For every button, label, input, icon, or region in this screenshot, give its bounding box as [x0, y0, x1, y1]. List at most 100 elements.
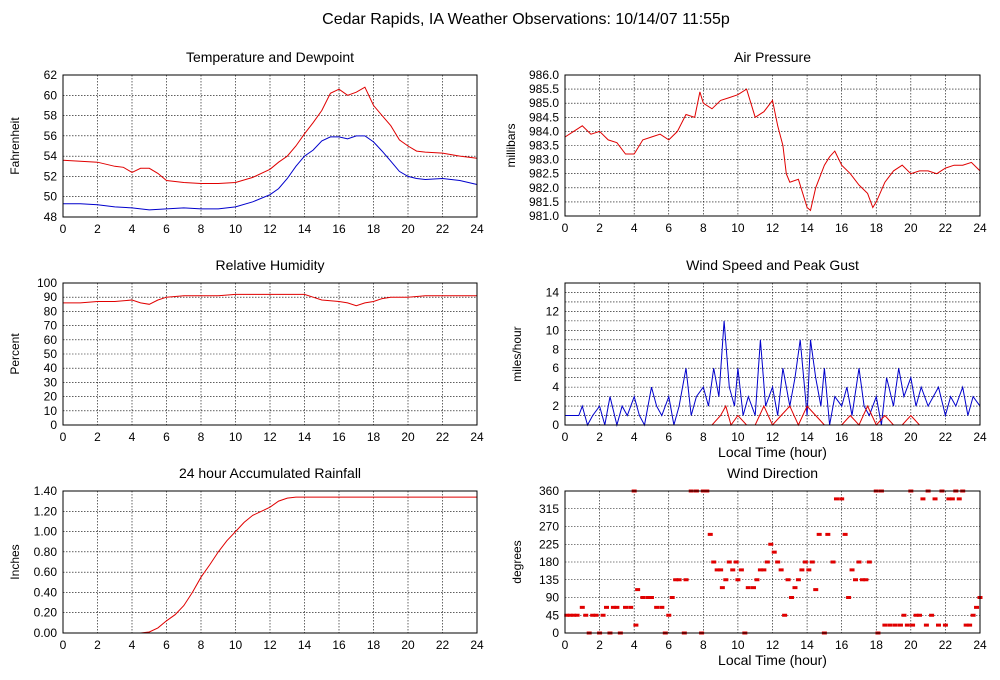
y-tick-label: 0	[552, 626, 559, 640]
x-tick-label: 6	[163, 430, 170, 444]
x-tick-label: 14	[800, 430, 814, 444]
x-tick-label: 4	[129, 638, 136, 652]
y-tick-label: 0.00	[34, 626, 58, 640]
direction-point	[764, 560, 770, 564]
direction-point	[839, 497, 845, 501]
direction-point	[733, 560, 739, 564]
y-tick-label: 60	[44, 333, 58, 347]
direction-point	[904, 623, 910, 627]
x-tick-label: 14	[298, 638, 312, 652]
direction-point	[673, 578, 679, 582]
y-tick-label: 58	[44, 109, 58, 123]
y-tick-label: 985.0	[529, 96, 559, 110]
x-tick-label: 22	[939, 638, 953, 652]
direction-point	[846, 596, 852, 599]
y-tick-label: 54	[44, 149, 58, 163]
x-tick-label: 2	[94, 638, 101, 652]
x-tick-label: 16	[835, 221, 849, 235]
x-tick-label: 0	[562, 221, 569, 235]
plot-frame	[62, 282, 478, 426]
direction-point	[825, 532, 831, 536]
x-tick-label: 22	[436, 222, 450, 236]
x-tick-label: 12	[263, 430, 277, 444]
direction-point	[730, 568, 736, 572]
x-tick-label: 10	[229, 430, 243, 444]
x-tick-label: 18	[870, 638, 884, 652]
direction-point	[775, 560, 781, 564]
x-tick-label: 0	[562, 430, 569, 444]
direction-point	[967, 623, 973, 627]
direction-point	[778, 568, 784, 572]
x-tick-label: 20	[401, 638, 415, 652]
direction-point	[913, 613, 919, 617]
x-tick-label: 8	[198, 430, 205, 444]
direction-point	[956, 497, 962, 501]
x-tick-label: 4	[129, 430, 136, 444]
direction-point	[892, 623, 898, 627]
direction-point	[782, 613, 788, 617]
y-tick-label: 40	[44, 361, 58, 375]
y-tick-label: 10	[44, 404, 58, 418]
direction-point	[849, 568, 855, 572]
y-tick-label: 983.0	[529, 153, 559, 167]
direction-point	[571, 613, 577, 617]
y-axis-label: miles/hour	[510, 326, 524, 381]
direction-point	[842, 532, 848, 536]
x-tick-label: 8	[198, 638, 205, 652]
y-tick-label: 981.5	[529, 195, 559, 209]
x-tick-label: 20	[904, 221, 918, 235]
x-tick-label: 16	[835, 430, 849, 444]
x-tick-label: 16	[835, 638, 849, 652]
y-tick-label: 10	[546, 323, 560, 337]
y-axis-label: Percent	[8, 333, 22, 375]
direction-point	[936, 623, 941, 627]
direction-point	[669, 596, 675, 599]
y-tick-label: 1.40	[34, 484, 58, 498]
x-tick-label: 6	[163, 638, 170, 652]
direction-point	[623, 605, 629, 609]
y-tick-label: 45	[546, 608, 560, 622]
y-tick-label: 315	[539, 502, 559, 516]
x-tick-label: 6	[665, 638, 672, 652]
direction-point	[707, 532, 713, 536]
y-tick-label: 1.20	[34, 504, 58, 518]
y-tick-label: 80	[44, 304, 58, 318]
direction-point	[750, 586, 756, 590]
x-tick-label: 16	[332, 222, 346, 236]
direction-point	[946, 497, 952, 501]
x-tick-label: 6	[163, 222, 170, 236]
direction-point	[726, 560, 732, 564]
direction-point	[745, 586, 751, 590]
direction-point	[974, 605, 980, 609]
direction-point	[614, 605, 620, 609]
x-tick-label: 4	[631, 638, 638, 652]
direction-point	[809, 560, 815, 564]
y-tick-label: 225	[539, 537, 559, 551]
y-tick-label: 8	[552, 342, 559, 356]
y-tick-label: 90	[546, 591, 560, 605]
direction-point	[735, 578, 741, 582]
direction-point	[887, 623, 893, 627]
y-tick-label: 982.0	[529, 181, 559, 195]
direction-point	[711, 560, 717, 564]
direction-point	[970, 613, 976, 617]
direction-point	[863, 578, 869, 582]
x-tick-label: 24	[973, 430, 987, 444]
x-tick-label: 6	[665, 430, 672, 444]
direction-point	[761, 568, 767, 572]
direction-point	[654, 605, 660, 609]
direction-point	[816, 532, 822, 536]
y-tick-label: 6	[552, 361, 559, 375]
x-tick-label: 14	[298, 222, 312, 236]
direction-point	[659, 605, 665, 609]
x-tick-label: 12	[766, 221, 780, 235]
x-tick-label: 20	[904, 430, 918, 444]
direction-point	[579, 605, 585, 609]
direction-point	[666, 613, 672, 617]
x-tick-label: 24	[470, 430, 484, 444]
x-tick-label: 2	[596, 430, 603, 444]
y-tick-label: 360	[539, 484, 559, 498]
y-tick-label: 56	[44, 129, 58, 143]
direction-point	[723, 578, 729, 582]
